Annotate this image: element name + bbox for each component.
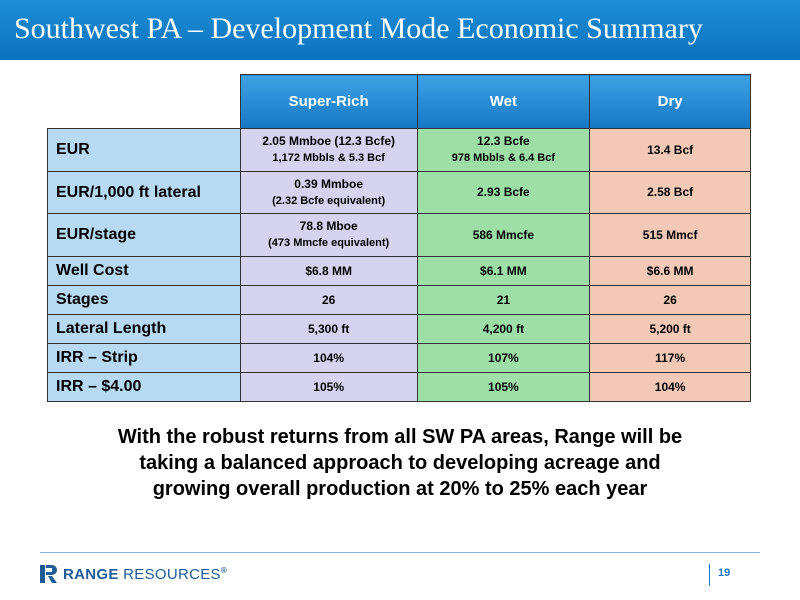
cell-line: 12.3 Bcfe [477, 134, 530, 148]
range-resources-logo: RANGE RESOURCES® [40, 565, 227, 583]
row-label-irr-strip: IRR – Strip [47, 343, 241, 373]
column-header-super-rich: Super-Rich [239, 74, 418, 129]
economic-summary-table: Super-Rich Wet Dry EUR 2.05 Mmboe (12.3 … [47, 74, 751, 402]
table-row: Well Cost $6.8 MM $6.1 MM $6.6 MM [47, 256, 751, 286]
row-label-stages: Stages [47, 285, 241, 315]
row-label-lateral-length: Lateral Length [47, 314, 241, 344]
logo-wordmark: RANGE RESOURCES® [63, 566, 227, 583]
cell-wet: 4,200 ft [416, 314, 591, 344]
cell-dry: 117% [589, 343, 751, 373]
cell-wet: 586 Mmcfe [416, 213, 591, 257]
page-title: Southwest PA – Development Mode Economic… [14, 12, 703, 45]
table-row: IRR – $4.00 105% 105% 104% [47, 372, 751, 402]
cell-subline: 978 Mbbls & 6.4 Bcf [451, 152, 556, 164]
cell-line: 78.8 Mboe [299, 219, 358, 233]
row-label-eur-per-lateral: EUR/1,000 ft lateral [47, 171, 241, 214]
page-number-divider [709, 564, 710, 586]
cell-wet: 107% [416, 343, 591, 373]
cell-super-rich: 2.05 Mmboe (12.3 Bcfe) 1,172 Mbbls & 5.3… [239, 128, 418, 172]
cell-dry: 2.58 Bcf [589, 171, 751, 214]
cell-subline: 1,172 Mbbls & 5.3 Bcf [272, 152, 385, 164]
cell-dry: 26 [589, 285, 751, 315]
table-row: Lateral Length 5,300 ft 4,200 ft 5,200 f… [47, 314, 751, 344]
cell-super-rich: 0.39 Mmboe (2.32 Bcfe equivalent) [239, 171, 418, 214]
cell-dry: 13.4 Bcf [589, 128, 751, 172]
closing-statement: With the robust returns from all SW PA a… [40, 424, 760, 502]
cell-dry: $6.6 MM [589, 256, 751, 286]
closing-line: With the robust returns from all SW PA a… [117, 426, 683, 448]
row-label-irr-4: IRR – $4.00 [47, 372, 241, 402]
cell-super-rich: 104% [239, 343, 418, 373]
row-label-well-cost: Well Cost [47, 256, 241, 286]
cell-dry: 515 Mmcf [589, 213, 751, 257]
table-row: EUR/1,000 ft lateral 0.39 Mmboe (2.32 Bc… [47, 171, 751, 214]
cell-super-rich: $6.8 MM [239, 256, 418, 286]
cell-wet: $6.1 MM [416, 256, 591, 286]
footer-divider [40, 552, 760, 553]
table-row: EUR 2.05 Mmboe (12.3 Bcfe) 1,172 Mbbls &… [47, 128, 751, 172]
title-bar: Southwest PA – Development Mode Economic… [0, 0, 800, 60]
logo-registered-mark: ® [220, 565, 228, 575]
cell-super-rich: 78.8 Mboe (473 Mmcfe equivalent) [239, 213, 418, 257]
cell-wet: 12.3 Bcfe 978 Mbbls & 6.4 Bcf [416, 128, 591, 172]
page-number: 19 [718, 567, 731, 579]
cell-line: 2.05 Mmboe (12.3 Bcfe) [262, 134, 396, 148]
cell-super-rich: 105% [239, 372, 418, 402]
cell-dry: 104% [589, 372, 751, 402]
cell-subline: (2.32 Bcfe equivalent) [272, 194, 386, 207]
table-row: EUR/stage 78.8 Mboe (473 Mmcfe equivalen… [47, 213, 751, 257]
cell-super-rich: 5,300 ft [239, 314, 418, 344]
closing-line: taking a balanced approach to developing… [139, 452, 661, 474]
logo-word-resources: RESOURCES [123, 565, 221, 583]
cell-dry: 5,200 ft [589, 314, 751, 344]
cell-wet: 2.93 Bcfe [416, 171, 591, 214]
range-resources-logo-icon [40, 565, 57, 583]
table-header-row: Super-Rich Wet Dry [47, 74, 751, 129]
row-label-eur-per-stage: EUR/stage [47, 213, 241, 257]
table-corner [47, 74, 241, 129]
column-header-wet: Wet [416, 74, 591, 129]
table-row: IRR – Strip 104% 107% 117% [47, 343, 751, 373]
cell-wet: 105% [416, 372, 591, 402]
table-row: Stages 26 21 26 [47, 285, 751, 315]
logo-word-range: RANGE [63, 565, 119, 583]
row-label-eur: EUR [47, 128, 241, 172]
cell-super-rich: 26 [239, 285, 418, 315]
closing-line: growing overall production at 20% to 25%… [152, 478, 648, 500]
cell-subline: (473 Mmcfe equivalent) [268, 237, 390, 249]
column-header-dry: Dry [589, 74, 751, 129]
cell-line: 0.39 Mmboe [294, 176, 363, 191]
cell-wet: 21 [416, 285, 591, 315]
